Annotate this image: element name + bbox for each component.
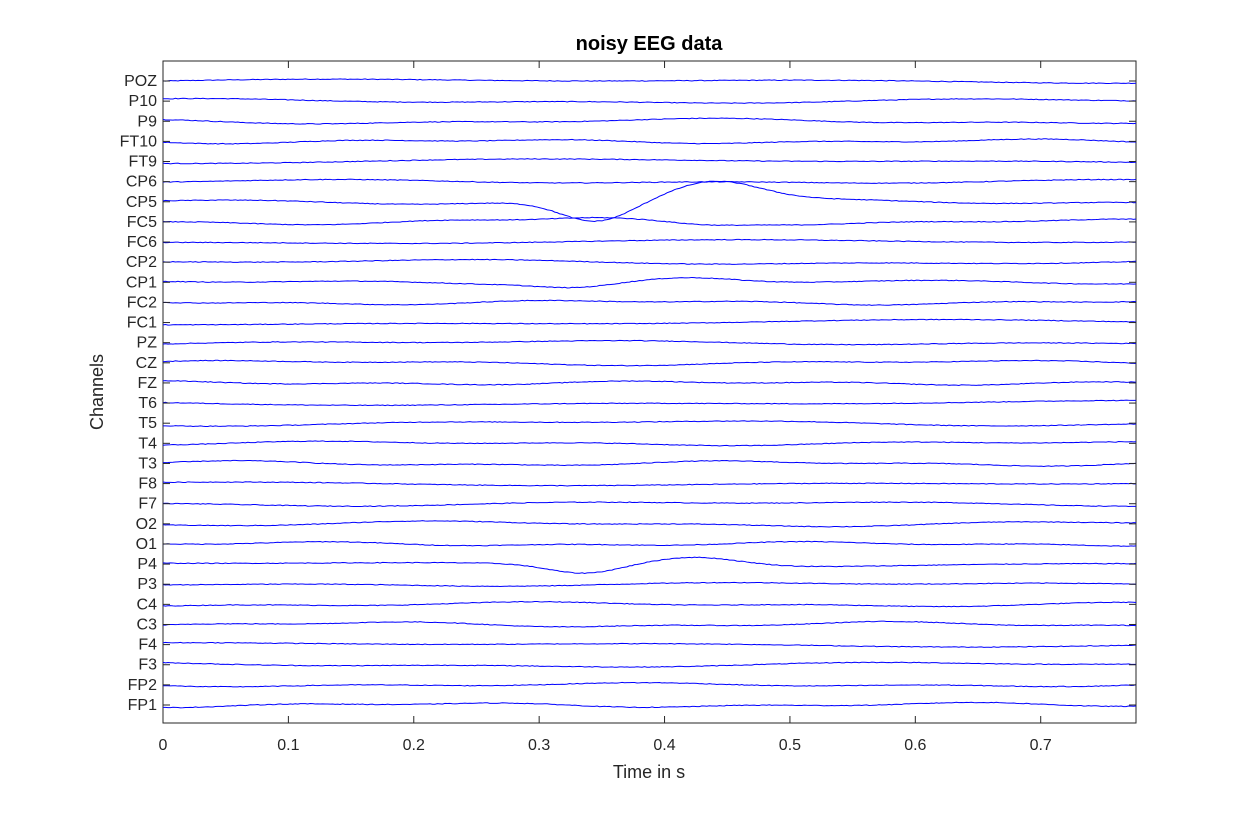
trace-p10 — [162, 97, 1137, 104]
x-tick-label: 0.1 — [277, 737, 299, 754]
trace-cp5 — [162, 180, 1137, 222]
trace-fc5 — [162, 216, 1137, 227]
trace-o1 — [162, 540, 1137, 547]
channel-label-cp6: CP6 — [126, 174, 157, 191]
trace-cz — [162, 359, 1137, 367]
trace-fp1 — [162, 701, 1137, 709]
channel-label-p10: P10 — [129, 93, 158, 110]
x-axis-ticks: 0 0.1 0.2 0.3 0.4 0.5 0.6 0.7 — [159, 61, 1052, 754]
channel-label-o1: O1 — [136, 536, 157, 553]
x-tick-label: 0.5 — [779, 737, 801, 754]
trace-fz — [162, 380, 1137, 386]
chart-title: noisy EEG data — [576, 33, 724, 55]
plot-area — [162, 60, 1137, 724]
channel-label-f8: F8 — [138, 476, 157, 493]
x-axis-label: Time in s — [613, 762, 685, 782]
channel-label-fz: FZ — [137, 375, 157, 392]
channel-label-f4: F4 — [138, 637, 157, 654]
channel-label-fc5: FC5 — [127, 214, 157, 231]
channel-label-fp2: FP2 — [128, 677, 157, 694]
trace-cp1 — [162, 276, 1137, 289]
trace-f8 — [162, 481, 1137, 487]
trace-poz — [162, 78, 1137, 85]
channel-label-p3: P3 — [137, 576, 157, 593]
trace-p9 — [162, 117, 1137, 125]
trace-t6 — [162, 399, 1137, 407]
channel-label-cp1: CP1 — [126, 274, 157, 291]
trace-t4 — [162, 440, 1137, 447]
x-tick-label: 0.6 — [904, 737, 926, 754]
channel-label-c3: C3 — [137, 616, 158, 633]
x-tick-label: 0.2 — [403, 737, 425, 754]
trace-cp6 — [162, 178, 1137, 184]
channel-label-cp2: CP2 — [126, 254, 157, 271]
channel-label-t4: T4 — [138, 435, 157, 452]
x-tick-label: 0.7 — [1030, 737, 1052, 754]
channel-label-cp5: CP5 — [126, 194, 157, 211]
trace-c4 — [162, 600, 1137, 608]
trace-f3 — [162, 661, 1137, 668]
trace-fc2 — [162, 299, 1137, 306]
channel-label-o2: O2 — [136, 516, 157, 533]
trace-cp2 — [162, 258, 1137, 265]
trace-p4 — [162, 556, 1137, 574]
trace-f7 — [162, 501, 1137, 508]
channel-labels: POZ P10 P9 FT10 FT9 CP6 CP5 FC5 FC6 CP2 CP1 FC2 FC1 P… — [120, 73, 1136, 714]
channel-label-fc2: FC2 — [127, 294, 157, 311]
channel-label-f3: F3 — [138, 657, 157, 674]
y-axis-label: Channels — [87, 354, 107, 430]
trace-f4 — [162, 641, 1137, 648]
trace-ft9 — [162, 158, 1137, 165]
channel-label-c4: C4 — [137, 596, 158, 613]
trace-o2 — [162, 520, 1137, 528]
eeg-traces — [162, 78, 1137, 709]
channel-label-pz: PZ — [137, 335, 158, 352]
channel-label-cz: CZ — [136, 355, 158, 372]
trace-c3 — [163, 620, 1137, 628]
trace-fc1 — [162, 318, 1137, 326]
x-tick-label: 0 — [159, 737, 168, 754]
channel-label-t6: T6 — [138, 395, 157, 412]
trace-pz — [162, 339, 1137, 346]
channel-label-fp1: FP1 — [128, 697, 157, 714]
channel-label-fc6: FC6 — [127, 234, 157, 251]
channel-label-poz: POZ — [124, 73, 157, 90]
channel-label-f7: F7 — [138, 496, 157, 513]
trace-t5 — [162, 420, 1137, 428]
channel-label-t3: T3 — [138, 455, 157, 472]
x-tick-label: 0.3 — [528, 737, 550, 754]
trace-fp2 — [162, 681, 1137, 688]
trace-ft10 — [162, 138, 1137, 145]
trace-t3 — [162, 459, 1137, 467]
channel-label-ft9: FT9 — [129, 154, 158, 171]
channel-label-ft10: FT10 — [120, 133, 157, 150]
trace-fc6 — [162, 238, 1137, 245]
channel-label-p9: P9 — [137, 113, 157, 130]
trace-p3 — [162, 581, 1137, 588]
channel-label-fc1: FC1 — [127, 315, 157, 332]
channel-label-t5: T5 — [138, 415, 157, 432]
channel-label-p4: P4 — [137, 556, 157, 573]
x-tick-label: 0.4 — [653, 737, 675, 754]
